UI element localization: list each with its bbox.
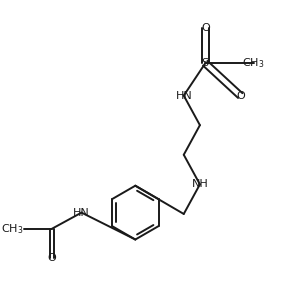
Text: O: O: [47, 253, 56, 263]
Text: HN: HN: [73, 208, 90, 218]
Text: CH$_3$: CH$_3$: [1, 222, 24, 236]
Text: O: O: [201, 23, 210, 33]
Text: CH$_3$: CH$_3$: [243, 56, 265, 70]
Text: HN: HN: [175, 90, 192, 101]
Text: S: S: [202, 58, 209, 68]
Text: NH: NH: [192, 179, 208, 189]
Text: O: O: [236, 90, 245, 101]
